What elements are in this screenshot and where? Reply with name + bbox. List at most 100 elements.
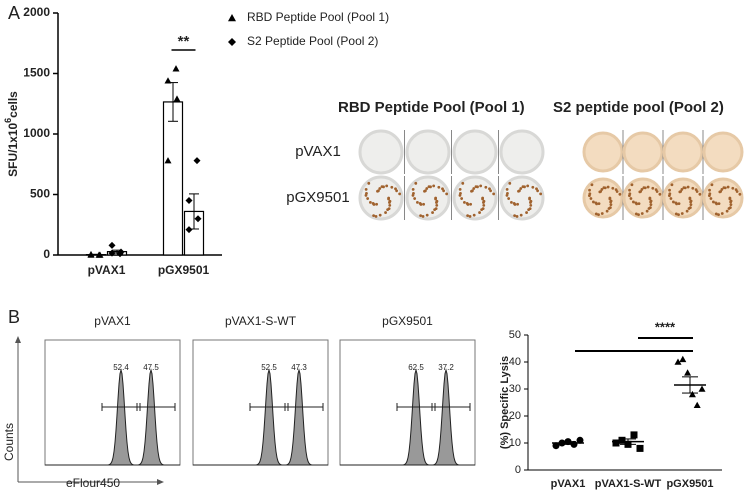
spot xyxy=(674,201,678,205)
spot xyxy=(369,200,372,204)
data-point xyxy=(552,442,560,450)
spot xyxy=(720,188,724,191)
spot xyxy=(689,200,693,204)
spot xyxy=(597,213,600,217)
y-tick-label: 0 xyxy=(43,247,50,261)
spot xyxy=(529,201,532,204)
spot xyxy=(385,184,389,188)
spot xyxy=(738,192,742,196)
spot xyxy=(476,185,479,189)
well xyxy=(582,131,624,173)
spot xyxy=(600,188,604,191)
spot xyxy=(726,185,730,189)
spot xyxy=(674,212,678,216)
spot xyxy=(388,201,391,204)
well-row-label: pGX9501 xyxy=(286,189,349,206)
well xyxy=(662,131,704,173)
well xyxy=(499,175,545,221)
spot xyxy=(607,207,611,210)
well xyxy=(702,131,744,173)
y-tick-label: 20 xyxy=(509,410,521,422)
data-point xyxy=(108,249,116,257)
spot xyxy=(539,192,543,196)
spot xyxy=(412,191,415,195)
spot xyxy=(374,215,378,218)
spot xyxy=(507,197,511,200)
spot xyxy=(717,213,720,217)
spot xyxy=(478,211,481,214)
spot xyxy=(658,192,662,196)
spot xyxy=(414,181,418,185)
panel-letter: A xyxy=(8,3,20,23)
spot xyxy=(609,203,613,207)
spot xyxy=(688,197,692,201)
spot xyxy=(398,192,402,196)
gate-label: 52.4 xyxy=(113,363,129,372)
well xyxy=(452,129,498,175)
spot xyxy=(609,200,613,204)
y-axis-label: Counts xyxy=(2,423,16,461)
well xyxy=(622,131,664,173)
data-point xyxy=(693,401,701,408)
gate-label: 52.5 xyxy=(261,363,277,372)
y-label-part: SFU/1x10 xyxy=(6,123,20,177)
x-tick-label: pVAX1 xyxy=(551,478,586,490)
spot xyxy=(377,189,380,193)
spot xyxy=(649,203,653,207)
spot xyxy=(590,183,594,187)
spot xyxy=(466,214,470,218)
data-point xyxy=(117,248,125,256)
spot xyxy=(471,189,474,193)
y-tick-label: 30 xyxy=(509,383,521,395)
spot xyxy=(628,188,631,192)
spot xyxy=(445,192,449,196)
data-point xyxy=(185,226,193,234)
spot xyxy=(668,192,672,196)
data-point xyxy=(688,390,696,398)
histogram-curve xyxy=(340,368,475,466)
panel-title: pVAX1 xyxy=(94,314,131,328)
spot xyxy=(637,213,640,217)
spot xyxy=(482,203,486,207)
spot xyxy=(680,188,684,191)
spot xyxy=(669,197,673,200)
spot xyxy=(519,187,523,190)
spot xyxy=(677,202,681,206)
data-point xyxy=(185,197,193,205)
spot xyxy=(588,188,591,192)
panel-title: pGX9501 xyxy=(382,314,433,328)
data-point xyxy=(164,157,172,164)
data-point xyxy=(164,77,172,84)
data-point xyxy=(193,157,201,165)
spot xyxy=(629,197,633,200)
spot xyxy=(386,208,390,212)
x-tick-label: pVAX1-S-WT xyxy=(595,478,662,490)
data-point xyxy=(636,444,644,452)
spot xyxy=(425,213,429,217)
spot xyxy=(731,186,735,190)
spot xyxy=(434,197,437,201)
spot xyxy=(655,190,659,193)
spot xyxy=(685,209,689,213)
bar-chart: 0 500 1000 1500 2000 pVAX1 pGX9501 ** RBD Peptid… xyxy=(23,5,389,277)
spot xyxy=(588,192,592,196)
spot xyxy=(472,213,476,217)
spot xyxy=(418,202,422,205)
spot xyxy=(729,200,733,204)
spot xyxy=(608,197,612,201)
spot xyxy=(634,212,638,216)
spot xyxy=(594,201,598,205)
histogram-frame xyxy=(192,339,329,466)
spot xyxy=(606,185,610,189)
x-tick-label: pGX9501 xyxy=(666,478,713,490)
spot xyxy=(518,189,521,193)
spot xyxy=(468,215,472,218)
spot xyxy=(645,209,649,213)
arrow-head xyxy=(157,479,164,485)
y-label-sup: 6 xyxy=(3,118,13,123)
data-point xyxy=(194,215,202,223)
gate-label: 47.5 xyxy=(143,363,159,372)
y-axis-label: (%) Specific Lysis xyxy=(499,356,511,449)
spot xyxy=(679,190,683,193)
y-tick-label: 50 xyxy=(509,329,521,341)
